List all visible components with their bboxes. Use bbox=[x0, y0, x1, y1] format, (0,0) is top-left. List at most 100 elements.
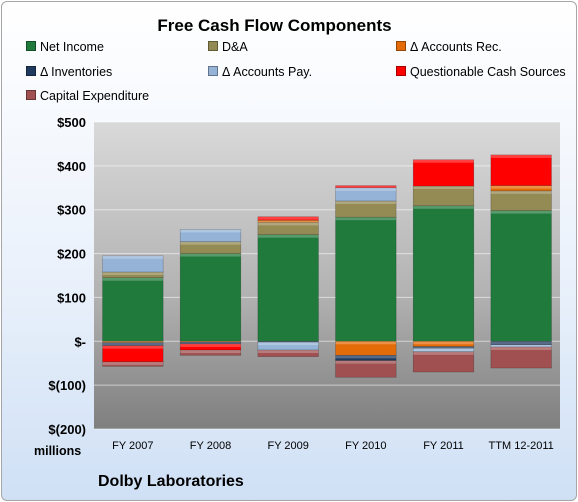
bar-questionable-cash-4 bbox=[412, 159, 475, 187]
bar-highlight bbox=[102, 277, 164, 281]
bar-highlight bbox=[102, 271, 164, 275]
bar-accounts-rec-4 bbox=[412, 340, 475, 347]
bar-highlight bbox=[102, 345, 164, 349]
y-axis-labels: $500 $400 $300 $200 $100 $- $(100) $(200) bbox=[48, 115, 86, 437]
bar-highlight bbox=[413, 186, 474, 190]
bar-highlight bbox=[102, 342, 164, 346]
bar-highlight bbox=[257, 220, 319, 223]
x-tick-label: FY 2009 bbox=[267, 440, 308, 452]
legend-swatch bbox=[26, 41, 36, 51]
bar-capex-5 bbox=[490, 346, 552, 369]
bar-highlight bbox=[413, 351, 474, 355]
legend-swatch bbox=[208, 66, 218, 76]
x-axis-labels: FY 2007 FY 2008 FY 2009 FY 2010 FY 2011 TTM 1… bbox=[112, 440, 554, 452]
bar-highlight bbox=[180, 350, 241, 354]
x-tick-label: FY 2010 bbox=[345, 440, 386, 452]
legend-swatch bbox=[396, 66, 406, 76]
y-tick-label: $100 bbox=[57, 290, 86, 305]
x-tick-label: TTM 12-2011 bbox=[489, 440, 554, 452]
bar-highlight bbox=[257, 216, 319, 220]
grid bbox=[94, 121, 560, 430]
bar-highlight bbox=[413, 205, 474, 209]
bar-capex-4 bbox=[412, 351, 475, 373]
legend-swatch bbox=[26, 66, 36, 76]
x-tick-label: FY 2011 bbox=[423, 440, 464, 452]
bar-net-income-3 bbox=[335, 216, 397, 342]
bar-highlight bbox=[335, 185, 397, 188]
bar-capex-0 bbox=[102, 361, 164, 367]
bar-highlight bbox=[180, 241, 241, 245]
bar-highlight bbox=[413, 348, 474, 352]
bar-questionable-cash-5 bbox=[490, 154, 552, 186]
bar-questionable-cash-2 bbox=[257, 216, 319, 221]
bar-net-income-1 bbox=[179, 253, 242, 342]
bar-accounts-rec-0 bbox=[102, 340, 164, 343]
bar-highlight bbox=[257, 342, 319, 346]
bar-accounts-pay-3 bbox=[335, 187, 397, 202]
bar-highlight bbox=[335, 355, 397, 359]
legend-label: Questionable Cash Sources bbox=[410, 65, 566, 79]
bar-accounts-rec-1 bbox=[179, 340, 242, 343]
bar-capex-1 bbox=[179, 349, 242, 356]
unit-label: millions bbox=[34, 444, 82, 458]
legend-label: Δ Accounts Pay. bbox=[222, 65, 313, 79]
bar-highlight bbox=[257, 234, 319, 238]
bar-net-income-5 bbox=[490, 210, 552, 342]
y-tick-label: $200 bbox=[57, 247, 86, 262]
bar-highlight bbox=[490, 210, 552, 214]
legend-capex: Capital Expenditure bbox=[26, 89, 149, 103]
bar-highlight bbox=[257, 341, 319, 343]
bar-capex-2 bbox=[257, 349, 319, 357]
bar-highlight bbox=[180, 253, 241, 257]
legend-swatch bbox=[396, 41, 406, 51]
plot-background bbox=[94, 122, 560, 429]
bar-questionable-cash-3 bbox=[335, 185, 397, 189]
y-tick-label: $400 bbox=[57, 159, 86, 174]
x-tick-label: FY 2008 bbox=[190, 440, 231, 452]
legend-net-income: Net Income bbox=[26, 40, 104, 54]
y-tick-label: $- bbox=[74, 334, 86, 349]
bars bbox=[102, 154, 552, 378]
bar-accounts-rec-3 bbox=[335, 340, 397, 356]
bar-accounts-pay-0 bbox=[102, 255, 164, 273]
y-tick-label: $(200) bbox=[48, 422, 86, 437]
bar-highlight bbox=[335, 341, 397, 345]
y-tick-label: $500 bbox=[57, 115, 86, 130]
legend-accounts-rec: Δ Accounts Rec. bbox=[396, 40, 502, 54]
bar-highlight bbox=[335, 217, 397, 221]
bar-highlight bbox=[490, 190, 552, 194]
legend-questionable-cash: Questionable Cash Sources bbox=[396, 65, 566, 79]
bar-highlight bbox=[257, 350, 319, 354]
legend-label: Net Income bbox=[40, 40, 104, 54]
bar-capex-3 bbox=[335, 360, 397, 378]
x-tick-label: FY 2007 bbox=[112, 440, 153, 452]
bar-highlight bbox=[257, 222, 319, 226]
bar-net-income-0 bbox=[102, 277, 164, 342]
bar-highlight bbox=[413, 159, 474, 163]
y-tick-label: $(100) bbox=[48, 378, 86, 393]
bar-accounts-pay-1 bbox=[179, 229, 242, 243]
bar-highlight bbox=[490, 341, 552, 345]
legend-label: Δ Inventories bbox=[40, 65, 113, 79]
bar-inventories-2 bbox=[257, 340, 319, 343]
bar-net-income-2 bbox=[257, 234, 319, 342]
chart-title: Free Cash Flow Components bbox=[157, 16, 392, 35]
bar-highlight bbox=[490, 344, 552, 347]
bar-highlight bbox=[102, 255, 164, 259]
bar-highlight bbox=[180, 342, 241, 344]
bar-highlight bbox=[180, 229, 241, 233]
legend-da: D&A bbox=[208, 40, 248, 54]
bar-highlight bbox=[180, 341, 241, 343]
bar-highlight bbox=[335, 360, 397, 364]
legend-swatch bbox=[208, 41, 218, 51]
bar-highlight bbox=[335, 187, 397, 191]
bar-highlight bbox=[490, 154, 552, 158]
legend-accounts-pay: Δ Accounts Pay. bbox=[208, 65, 312, 79]
bar-highlight bbox=[490, 346, 552, 350]
bar-highlight bbox=[335, 200, 397, 204]
bar-highlight bbox=[102, 341, 164, 343]
bar-highlight bbox=[490, 185, 552, 189]
y-tick-label: $300 bbox=[57, 203, 86, 218]
